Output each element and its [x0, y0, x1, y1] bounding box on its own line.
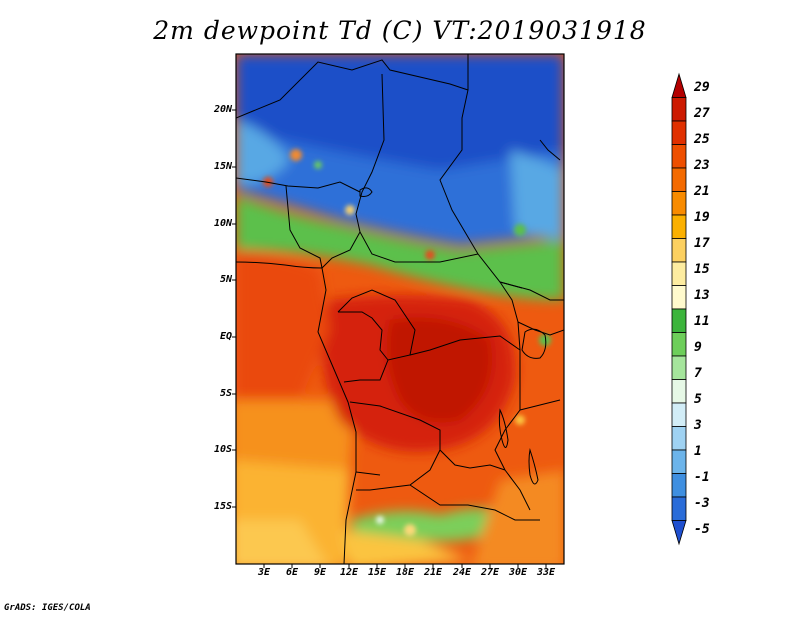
- lat-label: 5S: [219, 388, 232, 399]
- lon-label: 9E: [313, 567, 327, 578]
- colorbar-label: 23: [694, 158, 710, 173]
- lon-label: 6E: [285, 567, 299, 578]
- colorbar-label: 17: [694, 236, 710, 251]
- colorbar-swatch: [671, 285, 687, 310]
- colorbar-label: 9: [694, 340, 702, 355]
- colorbar-label: 11: [694, 314, 710, 329]
- lon-label: 3E: [257, 567, 271, 578]
- colorbar-swatch: [671, 426, 687, 451]
- lon-label: 24E: [452, 567, 472, 578]
- colorbar-swatch: [671, 238, 687, 263]
- colorbar: [671, 72, 687, 546]
- colorbar-swatch: [671, 402, 687, 427]
- colorbar-swatch: [671, 167, 687, 192]
- colorbar-swatch: [671, 120, 687, 145]
- lakes: [359, 187, 547, 485]
- colorbar-swatch: [671, 308, 687, 333]
- lat-label: 15N: [213, 161, 232, 172]
- colorbar-swatch: [671, 332, 687, 357]
- map-title: 2m dewpoint Td (C) VT:2019031918: [153, 16, 647, 45]
- map-frame: [235, 53, 565, 565]
- lat-label: 5N: [219, 274, 232, 285]
- colorbar-swatch: [671, 379, 687, 404]
- colorbar-label: 15: [694, 262, 710, 277]
- colorbar-swatch: [671, 214, 687, 239]
- colorbar-swatch: [671, 520, 687, 546]
- lat-label: 10S: [213, 444, 232, 455]
- colorbar-swatch: [671, 355, 687, 380]
- colorbar-swatch: [671, 496, 687, 521]
- colorbar-label: 1: [694, 444, 702, 459]
- axis-ticks: [232, 109, 547, 568]
- lon-label: 12E: [339, 567, 359, 578]
- country-borders: [236, 54, 564, 564]
- lon-label: 33E: [536, 567, 556, 578]
- colorbar-label: 19: [694, 210, 710, 225]
- lat-label: 10N: [213, 218, 232, 229]
- lon-label: 30E: [508, 567, 528, 578]
- lon-label: 18E: [395, 567, 415, 578]
- colorbar-label: 3: [694, 418, 702, 433]
- colorbar-swatch: [671, 473, 687, 498]
- colorbar-label: 25: [694, 132, 710, 147]
- colorbar-label: 7: [694, 366, 702, 381]
- colorbar-label: 21: [694, 184, 710, 199]
- colorbar-label: -5: [694, 522, 710, 537]
- colorbar-swatch: [671, 97, 687, 122]
- colorbar-swatch: [671, 191, 687, 216]
- colorbar-label: -1: [694, 470, 710, 485]
- lon-label: 21E: [423, 567, 443, 578]
- colorbar-label: 13: [694, 288, 710, 303]
- lon-label: 27E: [480, 567, 500, 578]
- lon-label: 15E: [367, 567, 387, 578]
- lat-label: EQ: [219, 331, 232, 342]
- dewpoint-field: [236, 54, 564, 564]
- colorbar-swatch: [671, 72, 687, 98]
- colorbar-label: 29: [694, 80, 710, 95]
- colorbar-swatch: [671, 449, 687, 474]
- colorbar-label: 27: [694, 106, 710, 121]
- colorbar-swatch: [671, 144, 687, 169]
- colorbar-label: -3: [694, 496, 710, 511]
- colorbar-swatch: [671, 261, 687, 286]
- credit-text: GrADS: IGES/COLA: [4, 603, 91, 613]
- lat-label: 15S: [213, 501, 232, 512]
- lat-label: 20N: [213, 104, 232, 115]
- colorbar-label: 5: [694, 392, 702, 407]
